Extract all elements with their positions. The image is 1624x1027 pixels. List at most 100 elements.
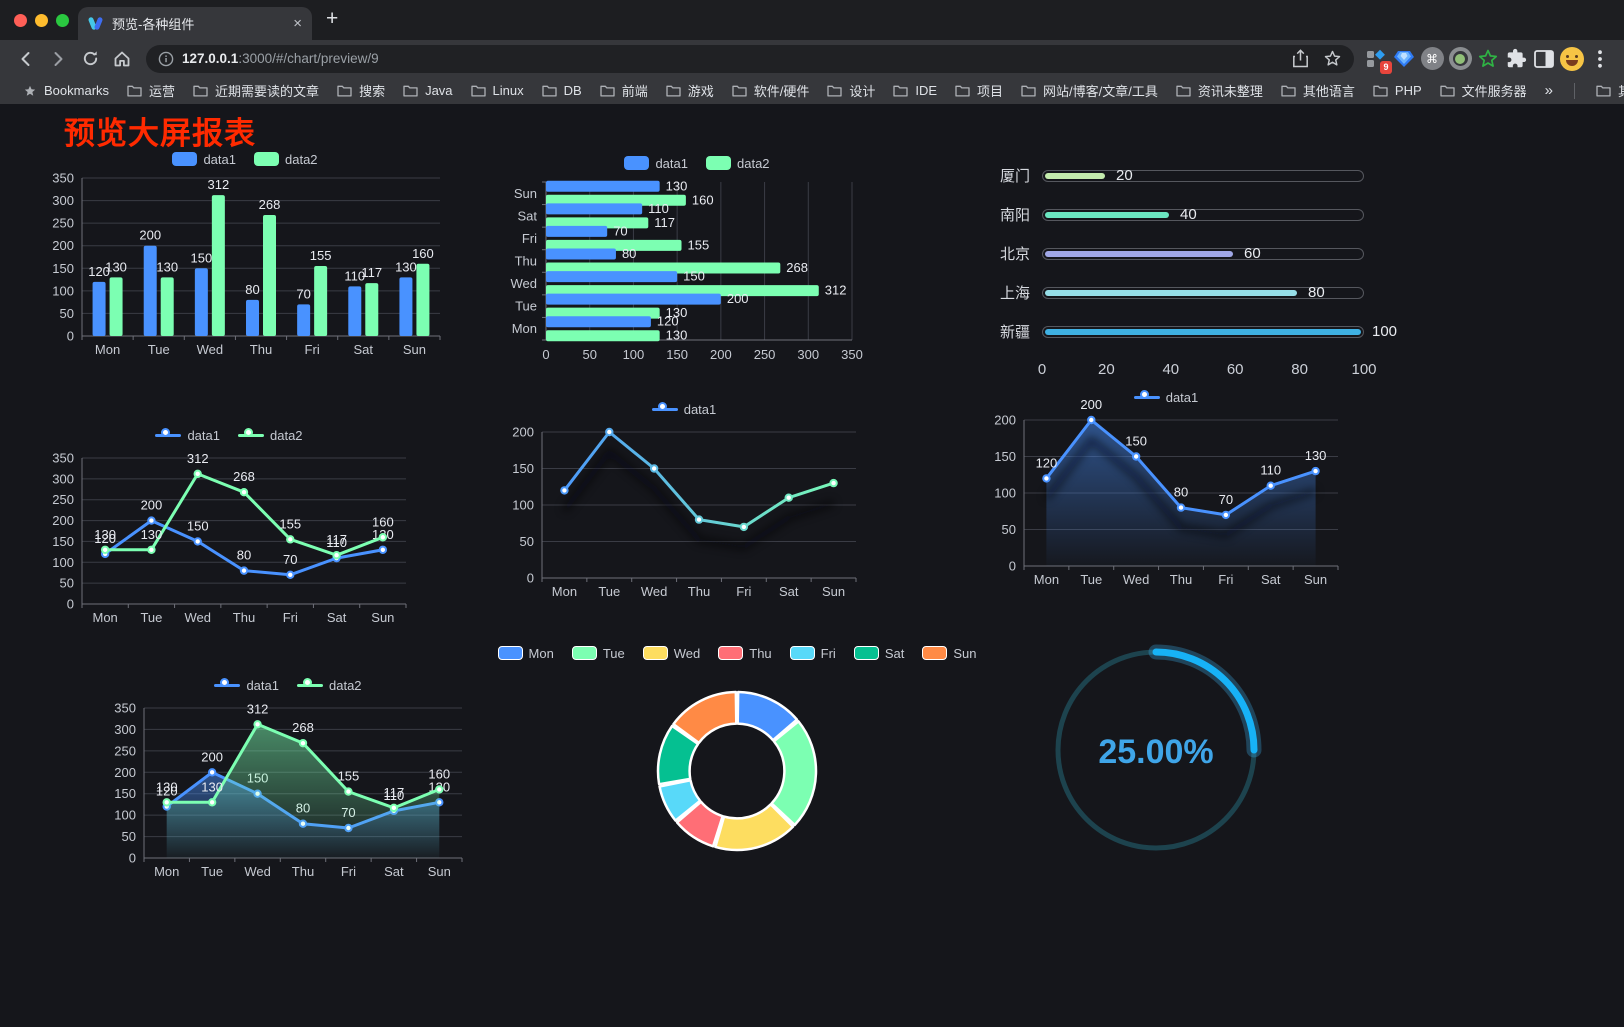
bookmark-folder[interactable]: 运营	[118, 79, 184, 102]
svg-text:Mon: Mon	[552, 584, 577, 599]
svg-text:150: 150	[52, 534, 74, 549]
legend-item[interactable]: Sun	[922, 646, 976, 661]
svg-text:Sun: Sun	[403, 342, 426, 357]
reload-button[interactable]	[74, 44, 106, 74]
bookmark-folder[interactable]: 项目	[946, 79, 1012, 102]
window-minimize-button[interactable]	[35, 14, 48, 27]
bookmark-folder[interactable]: 近期需要读的文章	[184, 79, 328, 102]
reload-icon	[83, 51, 97, 66]
browser-tab[interactable]: 预览-各种组件 ×	[78, 7, 312, 40]
page-title: 预览大屏报表	[64, 116, 256, 151]
svg-text:Sat: Sat	[779, 584, 799, 599]
legend-item[interactable]: Mon	[497, 646, 554, 661]
legend-item[interactable]: data2	[254, 152, 318, 167]
extension-command-icon[interactable]: ⌘	[1418, 45, 1446, 73]
svg-text:Sun: Sun	[822, 584, 845, 599]
forward-button[interactable]	[42, 44, 74, 74]
new-tab-button[interactable]: +	[326, 7, 339, 30]
bookmark-folder[interactable]: 资讯未整理	[1167, 79, 1272, 102]
legend-item[interactable]: Tue	[571, 646, 625, 661]
legend-item[interactable]: data1	[1133, 390, 1198, 405]
bookmark-folder[interactable]: PHP	[1364, 81, 1431, 100]
bookmark-folder[interactable]: 前端	[591, 79, 657, 102]
bookmark-folder[interactable]: 软件/硬件	[723, 79, 819, 102]
bookmark-folder[interactable]: 文件服务器	[1431, 79, 1536, 102]
legend-item[interactable]: data2	[297, 678, 362, 693]
menu-kebab-icon[interactable]	[1586, 45, 1614, 73]
extension-recorder-icon[interactable]	[1446, 45, 1474, 73]
svg-text:200: 200	[201, 749, 223, 764]
bookmark-folder[interactable]: IDE	[884, 81, 946, 100]
legend-item[interactable]: data1	[155, 428, 220, 443]
sidebar-toggle-icon[interactable]	[1530, 45, 1558, 73]
address-bar[interactable]: 127.0.0.1:3000/#/chart/preview/9	[146, 44, 1354, 73]
legend-item[interactable]: data2	[238, 428, 303, 443]
extension-green-star-icon[interactable]	[1474, 45, 1502, 73]
svg-text:312: 312	[187, 451, 209, 466]
back-button[interactable]	[10, 44, 42, 74]
svg-text:Mon: Mon	[92, 610, 117, 625]
bookmark-folder[interactable]: 网站/博客/文章/工具	[1012, 79, 1167, 102]
bookmarks-divider	[1574, 82, 1576, 99]
bookmark-item-bookmarks[interactable]: Bookmarks	[14, 81, 118, 100]
svg-text:Wed: Wed	[511, 276, 538, 291]
svg-text:350: 350	[841, 347, 863, 362]
svg-text:268: 268	[786, 260, 808, 275]
folder-icon	[600, 85, 615, 97]
legend-item[interactable]: data1	[624, 156, 688, 171]
svg-text:130: 130	[666, 328, 688, 343]
page-info-icon[interactable]	[158, 51, 174, 67]
bookmark-folder[interactable]: Java	[394, 81, 461, 100]
bookmark-star-icon[interactable]	[1323, 49, 1342, 68]
legend-item[interactable]: Sat	[853, 646, 904, 661]
folder-icon	[732, 85, 747, 97]
svg-text:250: 250	[114, 743, 136, 758]
progress-row: 北京 60	[992, 234, 1364, 273]
svg-text:117: 117	[361, 265, 382, 280]
svg-text:120: 120	[156, 784, 178, 799]
area-line-chart: 0 50 100 150 200 Mon Tue Wed Thu Fri Sat Sun 120 200 1…	[984, 386, 1348, 598]
url-text: 127.0.0.1:3000/#/chart/preview/9	[182, 51, 379, 66]
svg-text:150: 150	[512, 461, 534, 476]
svg-text:300: 300	[52, 471, 74, 486]
share-icon[interactable]	[1292, 49, 1309, 68]
legend-item[interactable]: Thu	[718, 646, 772, 661]
bookmark-folder[interactable]: 设计	[818, 79, 884, 102]
legend-item[interactable]: Fri	[789, 646, 836, 661]
gradient-line-chart: 0 50 100 150 200 Mon Tue Wed Thu Fri Sat Sun data1	[502, 398, 866, 610]
svg-text:200: 200	[994, 413, 1016, 428]
legend-item[interactable]: Wed	[642, 646, 700, 661]
svg-text:268: 268	[292, 720, 314, 735]
bookmarks-overflow-chevron[interactable]: »	[1544, 82, 1554, 99]
tab-close-icon[interactable]: ×	[293, 15, 302, 32]
bookmark-folder[interactable]: 搜索	[328, 79, 394, 102]
svg-text:0: 0	[129, 851, 136, 866]
window-zoom-button[interactable]	[56, 14, 69, 27]
svg-text:80: 80	[245, 282, 259, 297]
svg-text:110: 110	[383, 788, 404, 803]
svg-text:Mon: Mon	[154, 864, 179, 879]
extension-grid-icon[interactable]: 9	[1362, 45, 1392, 74]
bookmark-folder[interactable]: DB	[533, 81, 591, 100]
svg-text:50: 50	[122, 829, 136, 844]
legend-item[interactable]: data1	[214, 678, 279, 693]
folder-icon	[893, 85, 909, 97]
svg-text:110: 110	[648, 201, 669, 216]
home-button[interactable]	[106, 44, 138, 74]
extensions-puzzle-icon[interactable]	[1502, 45, 1530, 73]
bookmark-folder[interactable]: 游戏	[657, 79, 723, 102]
legend-item[interactable]: data1	[651, 402, 716, 417]
legend-item[interactable]: data1	[172, 152, 236, 167]
svg-text:Wed: Wed	[184, 610, 211, 625]
bookmark-folder[interactable]: Linux	[462, 81, 533, 100]
bookmark-folder[interactable]: 其他语言	[1272, 79, 1364, 102]
svg-text:70: 70	[1219, 492, 1233, 507]
extension-gem-icon[interactable]	[1390, 45, 1418, 73]
other-bookmarks-folder[interactable]: 其他书签	[1587, 79, 1624, 102]
svg-text:160: 160	[372, 514, 394, 529]
window-close-button[interactable]	[14, 14, 27, 27]
profile-avatar[interactable]	[1558, 45, 1586, 73]
svg-text:300: 300	[797, 347, 819, 362]
chart-legend: data1 data2	[498, 154, 896, 172]
legend-item[interactable]: data2	[706, 156, 770, 171]
